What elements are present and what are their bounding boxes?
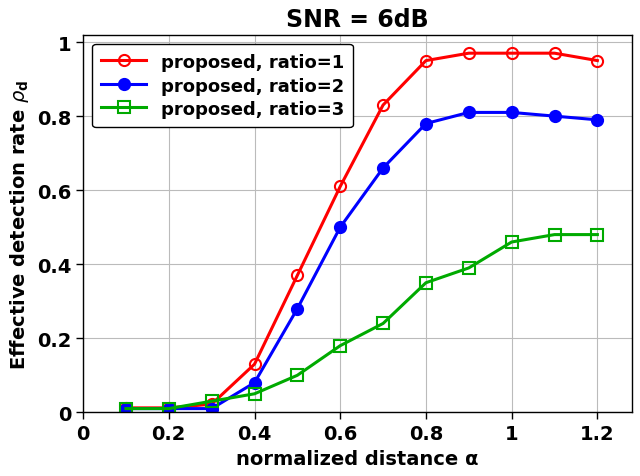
proposed, ratio=2	[251, 380, 259, 386]
proposed, ratio=2	[294, 306, 301, 312]
proposed, ratio=2	[208, 406, 216, 412]
Title: SNR = 6dB: SNR = 6dB	[286, 8, 429, 32]
Line: proposed, ratio=2: proposed, ratio=2	[120, 108, 603, 414]
Legend: proposed, ratio=1, proposed, ratio=2, proposed, ratio=3: proposed, ratio=1, proposed, ratio=2, pr…	[92, 45, 353, 128]
proposed, ratio=2	[550, 114, 558, 120]
proposed, ratio=1	[122, 405, 130, 411]
proposed, ratio=1	[508, 51, 515, 57]
proposed, ratio=3	[465, 266, 473, 271]
proposed, ratio=3	[593, 232, 601, 238]
Line: proposed, ratio=1: proposed, ratio=1	[120, 49, 603, 414]
X-axis label: normalized distance α: normalized distance α	[236, 449, 479, 468]
proposed, ratio=1	[294, 273, 301, 278]
proposed, ratio=1	[208, 401, 216, 407]
proposed, ratio=1	[465, 51, 473, 57]
proposed, ratio=1	[422, 59, 430, 64]
proposed, ratio=2	[508, 110, 515, 116]
proposed, ratio=1	[380, 103, 387, 109]
proposed, ratio=3	[165, 406, 173, 412]
proposed, ratio=1	[337, 184, 344, 190]
proposed, ratio=3	[508, 239, 515, 245]
proposed, ratio=3	[122, 406, 130, 412]
proposed, ratio=3	[251, 391, 259, 397]
proposed, ratio=3	[422, 280, 430, 286]
Line: proposed, ratio=3: proposed, ratio=3	[120, 229, 603, 414]
proposed, ratio=3	[380, 321, 387, 327]
proposed, ratio=1	[593, 59, 601, 64]
proposed, ratio=3	[294, 373, 301, 378]
proposed, ratio=2	[465, 110, 473, 116]
proposed, ratio=2	[380, 166, 387, 171]
proposed, ratio=1	[550, 51, 558, 57]
Y-axis label: Effective detection rate $\rho_\mathregular{d}$: Effective detection rate $\rho_\mathregu…	[8, 79, 31, 369]
proposed, ratio=3	[337, 343, 344, 349]
proposed, ratio=3	[550, 232, 558, 238]
proposed, ratio=3	[208, 398, 216, 404]
proposed, ratio=2	[337, 225, 344, 230]
proposed, ratio=2	[122, 406, 130, 412]
proposed, ratio=2	[422, 121, 430, 127]
proposed, ratio=1	[165, 405, 173, 411]
proposed, ratio=2	[165, 406, 173, 412]
proposed, ratio=1	[251, 362, 259, 367]
proposed, ratio=2	[593, 118, 601, 123]
